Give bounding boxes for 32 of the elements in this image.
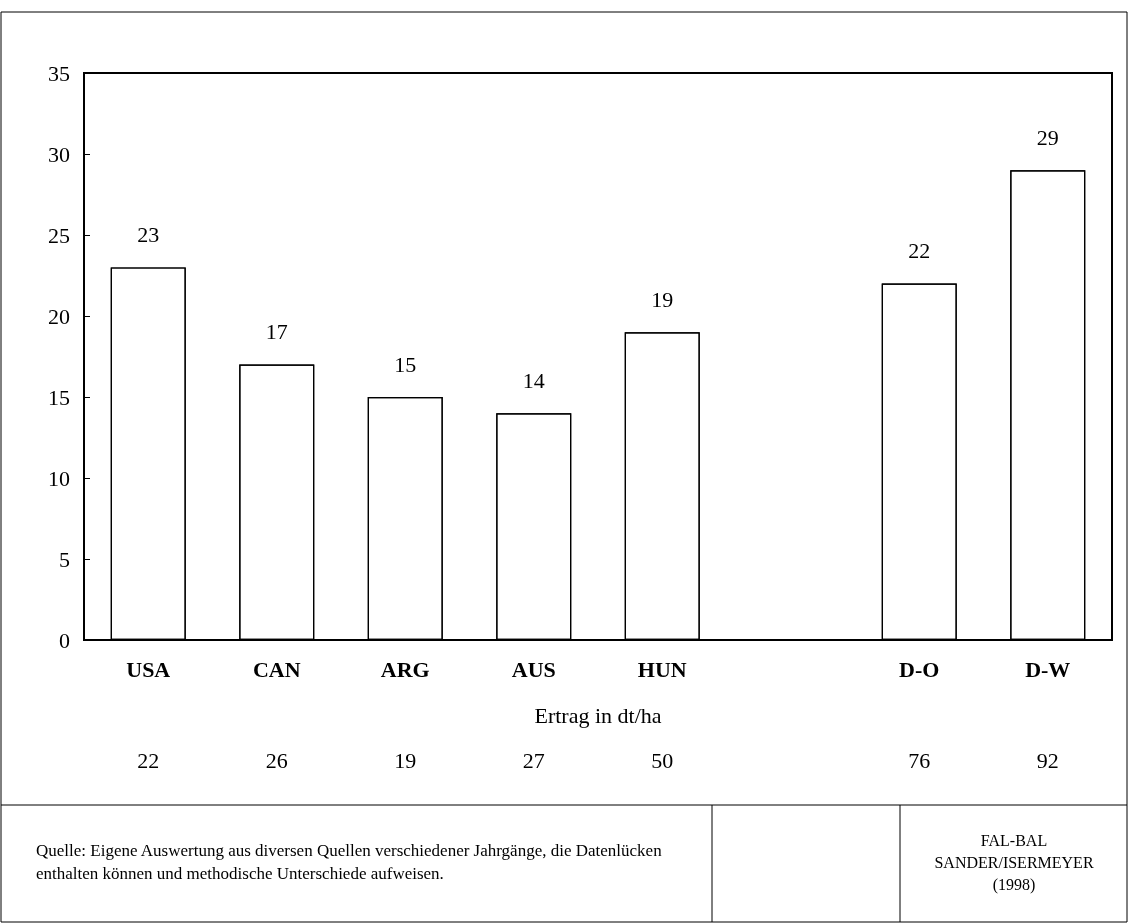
y-tick-label: 0 <box>59 627 70 653</box>
y-tick-label: 10 <box>48 465 70 491</box>
x-axis-title: Ertrag in dt/ha <box>534 702 662 728</box>
y-tick-label: 20 <box>48 303 70 329</box>
x-tick-label: ARG <box>380 656 430 682</box>
text: FAL-BAL SANDER/ISERMEYER (1998) <box>934 831 1094 894</box>
data-label: 17 <box>265 319 288 345</box>
data-label: 22 <box>908 238 931 264</box>
data-label: 19 <box>651 286 674 312</box>
data-label: 23 <box>137 221 160 247</box>
text: 26 <box>265 747 288 773</box>
data-label: 29 <box>1036 124 1059 150</box>
y-tick-label: 35 <box>48 60 70 86</box>
x-tick-label: AUS <box>511 656 556 682</box>
data-label: 15 <box>394 351 417 377</box>
text: 92 <box>1036 747 1059 773</box>
text: 76 <box>908 747 931 773</box>
data-label: 14 <box>522 367 545 393</box>
text: 50 <box>651 747 674 773</box>
x-tick-label: D-W <box>1025 656 1071 682</box>
x-tick-label: D-O <box>899 656 940 682</box>
x-tick-label: USA <box>126 656 171 682</box>
x-tick-label: HUN <box>637 656 687 682</box>
source-note: Quelle: Eigene Auswertung aus diversen Quellen verschiedener Jahrgänge, die Datenlücken enthalten können und methodische Unterschiede aufweisen. <box>36 841 666 883</box>
text: 22 <box>137 747 160 773</box>
y-tick-label: 30 <box>48 141 70 167</box>
text: 19 <box>394 747 417 773</box>
y-tick-label: 25 <box>48 222 70 248</box>
y-tick-label: 15 <box>48 384 70 410</box>
text: 27 <box>522 747 545 773</box>
x-tick-label: CAN <box>252 656 301 682</box>
y-tick-label: 5 <box>59 546 70 572</box>
